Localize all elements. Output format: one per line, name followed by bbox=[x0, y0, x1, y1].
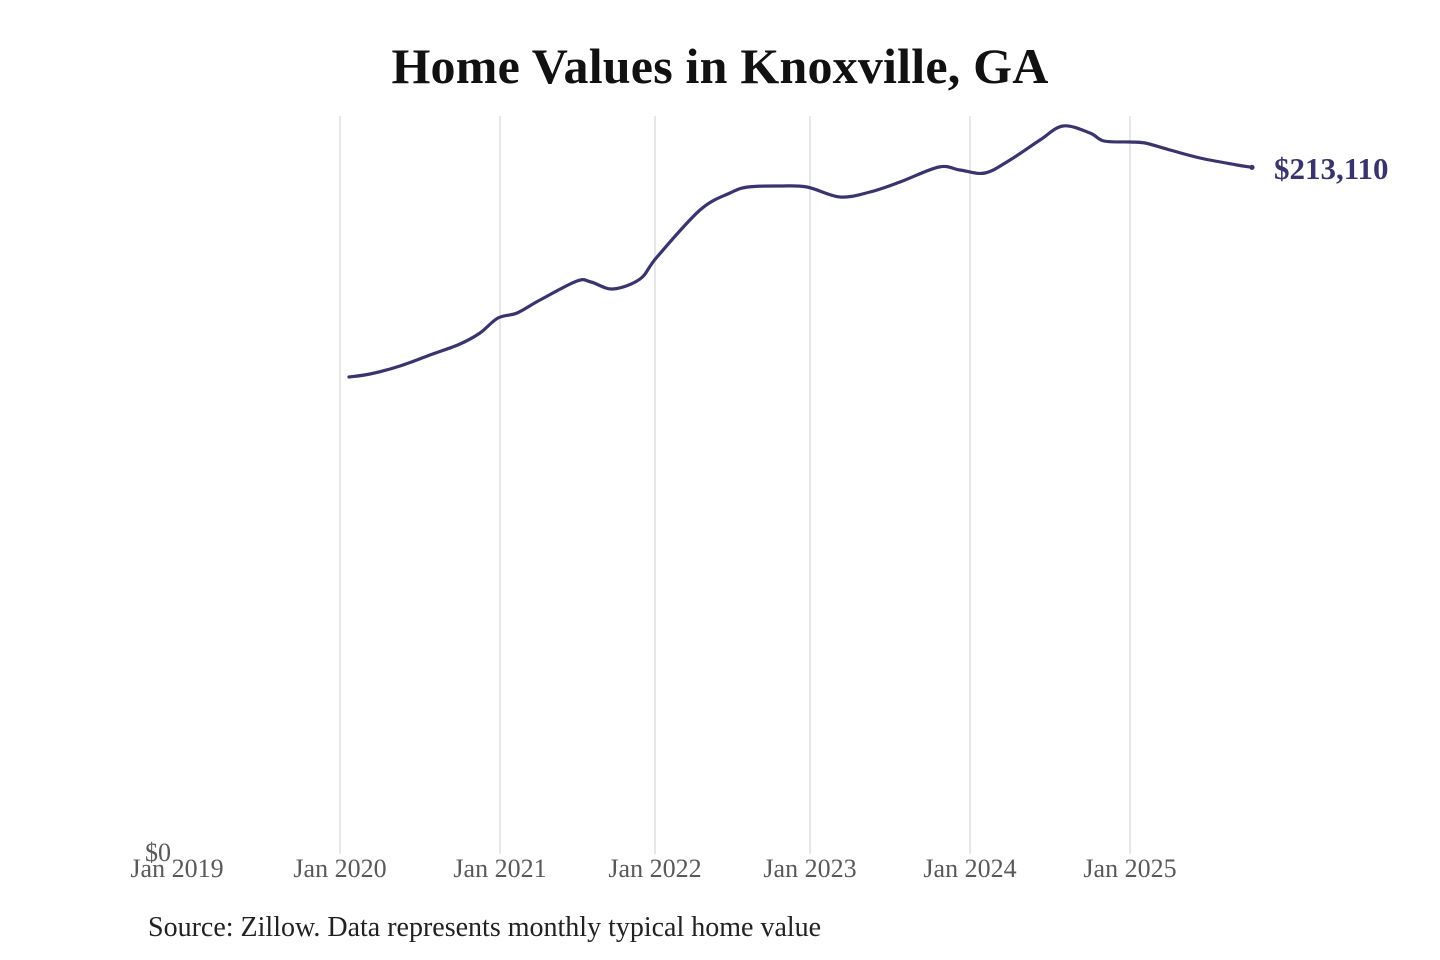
svg-text:Jan 2024: Jan 2024 bbox=[923, 854, 1016, 883]
svg-text:Jan 2025: Jan 2025 bbox=[1083, 854, 1176, 883]
svg-text:Jan 2023: Jan 2023 bbox=[763, 854, 856, 883]
svg-text:Jan 2020: Jan 2020 bbox=[293, 854, 386, 883]
svg-text:Jan 2019: Jan 2019 bbox=[130, 854, 223, 883]
svg-text:$213,110: $213,110 bbox=[1274, 151, 1389, 186]
svg-text:Jan 2021: Jan 2021 bbox=[453, 854, 546, 883]
svg-text:Jan 2022: Jan 2022 bbox=[608, 854, 701, 883]
